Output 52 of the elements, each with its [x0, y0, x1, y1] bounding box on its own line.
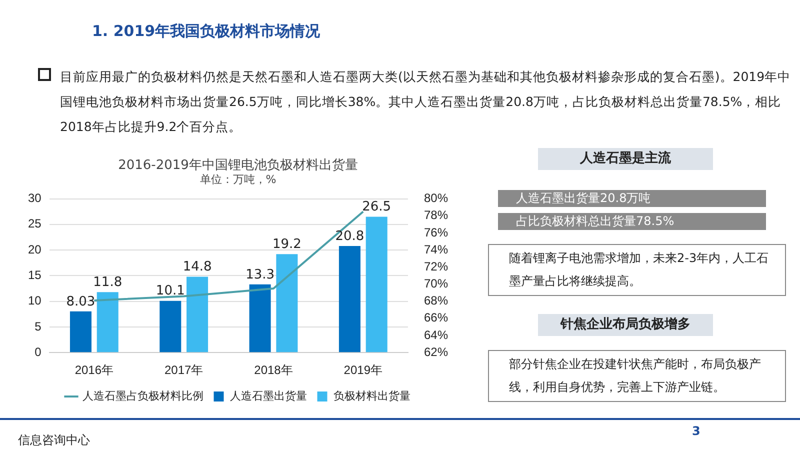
data-label: 19.2 — [272, 237, 302, 252]
y-tick-label: 30 — [28, 191, 42, 206]
y2-tick-label: 68% — [424, 294, 448, 308]
legend-label: 负极材料出货量 — [333, 389, 410, 402]
bar — [70, 311, 92, 352]
bar — [96, 292, 118, 352]
y-tick-label: 10 — [28, 294, 42, 308]
y2-tick-label: 74% — [424, 242, 448, 256]
y2-tick-label: 62% — [424, 344, 448, 359]
data-label: 14.8 — [182, 260, 212, 275]
bar — [160, 300, 182, 352]
legend-label: 人造石墨出货量 — [230, 389, 307, 402]
y2-tick-label: 64% — [424, 328, 448, 342]
y-tick-label: 20 — [28, 242, 42, 256]
y2-tick-label: 78% — [424, 208, 448, 222]
text: 1. 2019年我国负极材料市场情况 — [92, 22, 320, 41]
text: 目前应用最广的负极材料仍然是天然石墨和人造石墨两大类(以天然石墨为基础和其他负极材料掺杂形成的复合石墨)。2019年中国锂电池负极材料市场出货量26.5万吨，同比增长38%。其中人造石墨出货量20.8万吨，占比负极材料总出货量78.5%，相比2018年占比提升9.2个百分点。 — [38, 64, 800, 139]
y2-tick-label: 80% — [424, 191, 448, 206]
y2-tick-label: 66% — [424, 310, 448, 325]
y2-tick-label: 72% — [424, 259, 448, 274]
text: 针焦企业布局负极增多 — [538, 314, 713, 336]
legend-label: 人造石墨占负极材料比例 — [82, 389, 204, 402]
y2-tick-label: 70% — [424, 276, 448, 291]
text: 占比负极材料总出货量78.5% — [498, 213, 766, 230]
chart-subtitle: 单位：万吨，% — [200, 173, 276, 186]
y-tick-label: 0 — [34, 344, 42, 359]
text: 部分针焦企业在投建针状焦产能时，布局负极产线，利用自身优势，完善上下游产业链。 — [488, 350, 786, 402]
bar — [366, 216, 388, 352]
x-tick-label: 2016年 — [74, 363, 114, 378]
y-tick-label: 5 — [34, 319, 42, 334]
bar — [186, 276, 208, 352]
chart-title: 2016-2019年中国锂电池负极材料出货量 — [118, 158, 358, 174]
text: 3 — [692, 424, 700, 438]
x-tick-label: 2017年 — [164, 363, 204, 378]
data-label: 26.5 — [362, 200, 392, 215]
bar — [338, 246, 360, 352]
data-label: 11.8 — [93, 274, 122, 290]
y-tick-label: 25 — [28, 216, 42, 231]
data-label: 10.1 — [156, 284, 185, 299]
bar — [276, 254, 298, 352]
text: 随着锂离子电池需求增加，未来2-3年内，人工石墨产量占比将继续提高。 — [488, 244, 786, 296]
y2-tick-label: 76% — [424, 225, 448, 240]
x-tick-label: 2018年 — [254, 363, 293, 378]
text: 人造石墨出货量20.8万吨 — [498, 190, 766, 207]
bar — [249, 284, 271, 352]
y-tick-label: 15 — [28, 268, 42, 282]
x-tick-label: 2019年 — [344, 363, 383, 378]
text: 信息咨询中心 — [18, 432, 90, 449]
data-label: 13.3 — [246, 267, 275, 282]
text: 人造石墨是主流 — [538, 148, 713, 170]
data-label: 20.8 — [335, 228, 364, 244]
data-label: 8.03 — [66, 294, 96, 310]
